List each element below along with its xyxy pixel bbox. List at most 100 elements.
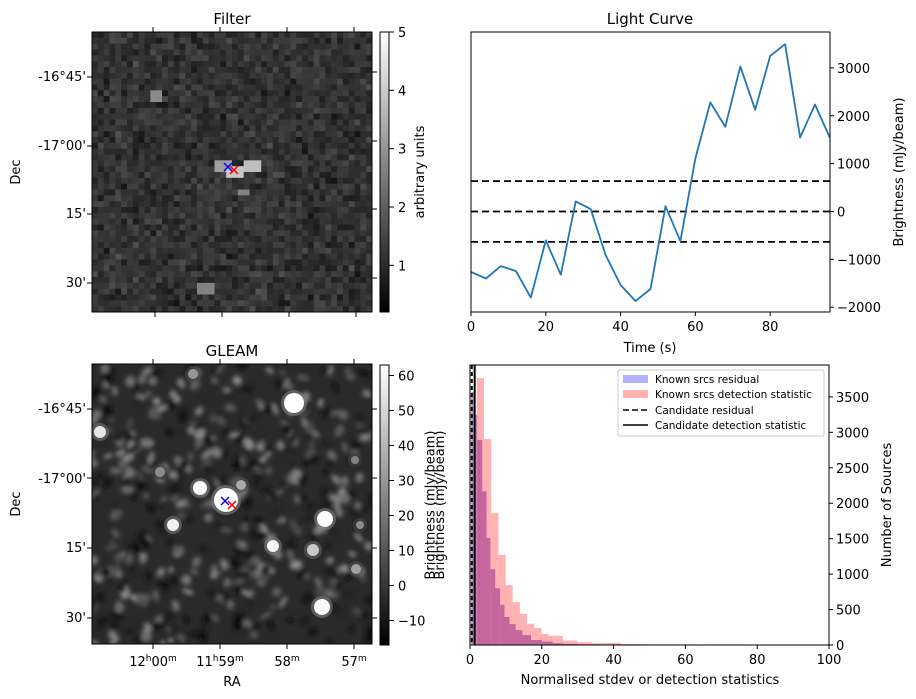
filter-pixel bbox=[319, 55, 326, 62]
filter-pixel bbox=[366, 148, 372, 155]
gleam-noise-blob bbox=[204, 513, 213, 523]
filter-pixel bbox=[97, 183, 105, 190]
filter-pixel bbox=[150, 230, 157, 237]
filter-pixel bbox=[185, 224, 192, 231]
gleam-noise-blob bbox=[257, 402, 265, 410]
filter-pixel bbox=[214, 32, 221, 39]
filter-pixel bbox=[115, 195, 122, 202]
filter-pixel bbox=[208, 43, 215, 50]
filter-pixel bbox=[127, 271, 134, 278]
filter-pixel bbox=[226, 271, 233, 278]
filter-pixel bbox=[132, 212, 140, 220]
filter-pixel bbox=[127, 288, 134, 295]
filter-pixel bbox=[208, 96, 215, 103]
filter-pixel bbox=[255, 201, 262, 208]
filter-pixel bbox=[307, 259, 315, 266]
filter-pixel bbox=[127, 72, 134, 80]
filter-pixel bbox=[121, 300, 128, 307]
filter-pixel bbox=[103, 137, 110, 144]
filter-pixel bbox=[138, 84, 145, 91]
filter-pixel bbox=[232, 67, 239, 74]
filter-pixel bbox=[202, 131, 210, 138]
filter-pixel bbox=[296, 148, 303, 155]
filter-pixel bbox=[319, 247, 326, 255]
filter-pixel bbox=[150, 125, 157, 132]
filter-pixel bbox=[255, 183, 262, 190]
filter-pixel bbox=[127, 195, 134, 202]
gleam-noise-blob bbox=[150, 369, 163, 379]
filter-pixel bbox=[173, 49, 180, 56]
filter-pixel bbox=[342, 259, 350, 266]
filter-pixel bbox=[150, 300, 157, 307]
filter-pixel bbox=[103, 195, 110, 202]
filter-pixel bbox=[348, 96, 355, 103]
filter-pixel bbox=[144, 300, 151, 307]
gleam-noise-blob bbox=[305, 502, 311, 513]
filter-pixel bbox=[150, 177, 157, 185]
gleam-noise-blob bbox=[291, 435, 297, 444]
filter-pixel bbox=[302, 183, 309, 190]
filter-pixel bbox=[302, 32, 309, 39]
filter-pixel bbox=[109, 166, 116, 173]
filter-pixel bbox=[214, 236, 221, 243]
filter-pixel bbox=[331, 259, 338, 266]
filter-pixel bbox=[331, 142, 338, 150]
filter-pixel bbox=[138, 166, 145, 173]
filter-pixel bbox=[115, 300, 122, 307]
filter-pixel bbox=[360, 72, 367, 80]
filter-pixel bbox=[150, 172, 157, 179]
gleam-noise-blob bbox=[92, 459, 98, 468]
filter-pixel bbox=[290, 177, 297, 185]
filter-pixel bbox=[132, 84, 140, 91]
filter-pixel bbox=[226, 84, 233, 91]
filter-pixel bbox=[272, 125, 280, 132]
filter-pixel bbox=[232, 218, 239, 225]
hist-bar-residual bbox=[541, 641, 553, 645]
gleam-noise-blob bbox=[132, 541, 142, 555]
filter-pixel bbox=[132, 142, 140, 150]
gleam-cb-tick-label: 20 bbox=[398, 510, 415, 525]
filter-pixel bbox=[243, 259, 250, 266]
filter-pixel bbox=[103, 125, 110, 132]
gleam-noise-blob bbox=[284, 381, 294, 390]
filter-pixel bbox=[360, 201, 367, 208]
gleam-axis-ticks bbox=[87, 359, 377, 649]
filter-pixel bbox=[202, 137, 210, 144]
filter-pixel bbox=[132, 300, 140, 307]
filter-pixel bbox=[272, 166, 280, 173]
filter-pixel bbox=[307, 96, 315, 103]
filter-pixel bbox=[214, 282, 221, 290]
gleam-noise-blob bbox=[108, 539, 119, 550]
filter-pixel bbox=[261, 259, 268, 266]
filter-pixel bbox=[237, 242, 245, 249]
gleam-ytick-label: 30' bbox=[66, 611, 86, 626]
filter-pixel bbox=[167, 177, 175, 185]
filter-pixel bbox=[348, 230, 355, 237]
filter-pixel bbox=[342, 37, 350, 45]
filter-pixel bbox=[185, 90, 192, 97]
filter-pixel bbox=[354, 102, 361, 109]
filter-pixel bbox=[307, 300, 315, 307]
filter-pixel bbox=[185, 300, 192, 307]
filter-pixel bbox=[167, 113, 175, 120]
filter-pixel bbox=[191, 247, 198, 255]
filter-pixel bbox=[243, 166, 250, 173]
filter-pixel bbox=[255, 43, 262, 50]
filter-pixel bbox=[214, 43, 221, 50]
filter-pixel bbox=[167, 142, 175, 150]
filter-pixel bbox=[290, 119, 297, 126]
filter-pixel bbox=[261, 102, 268, 109]
filter-pixel bbox=[267, 113, 274, 120]
filter-pixel bbox=[121, 49, 128, 56]
filter-pixel bbox=[342, 148, 350, 155]
filter-pixel bbox=[267, 242, 274, 249]
filter-pixel bbox=[342, 67, 350, 74]
filter-pixel bbox=[284, 102, 291, 109]
filter-pixel bbox=[331, 160, 338, 167]
filter-pixel bbox=[202, 247, 210, 255]
filter-pixel bbox=[197, 183, 204, 190]
hist-xtick-label: 40 bbox=[605, 653, 622, 668]
filter-pixel bbox=[267, 148, 274, 155]
filter-pixel bbox=[185, 259, 192, 266]
filter-pixel bbox=[173, 282, 180, 290]
